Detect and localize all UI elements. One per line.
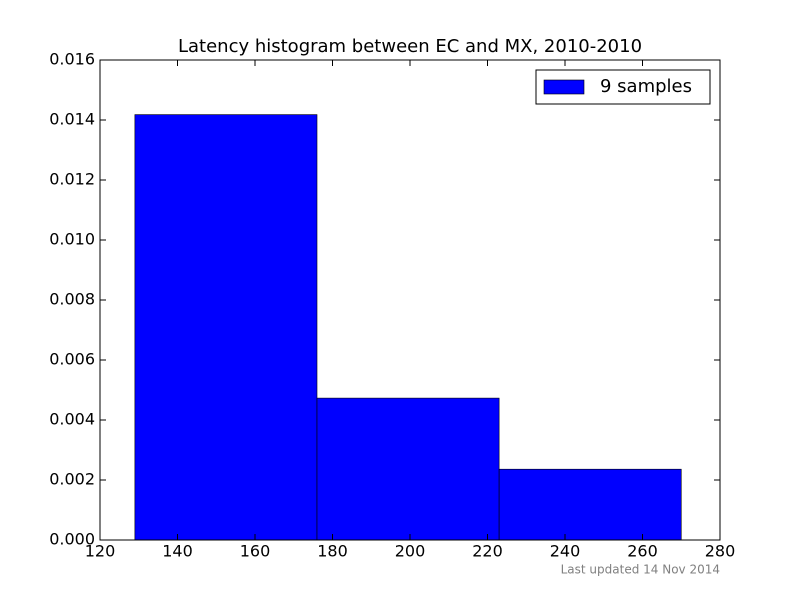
y-tick-label: 0.002 xyxy=(49,470,95,489)
x-tick-label: 160 xyxy=(240,542,271,561)
footer: Last updated 14 Nov 2014 xyxy=(561,563,720,577)
chart-title: Latency histogram between EC and MX, 201… xyxy=(178,36,642,57)
x-tick-label: 240 xyxy=(550,542,581,561)
y-tick-label: 0.012 xyxy=(49,170,95,189)
x-tick-label: 220 xyxy=(472,542,503,561)
x-tick-label: 280 xyxy=(705,542,736,561)
x-tick-label: 140 xyxy=(162,542,193,561)
y-tick-label: 0.008 xyxy=(49,290,95,309)
bar xyxy=(134,114,318,541)
bar xyxy=(316,397,500,541)
x-tick-label: 120 xyxy=(85,542,116,561)
y-tick-label: 0.000 xyxy=(49,530,95,549)
y-tick-label: 0.006 xyxy=(49,350,95,369)
y-tick-label: 0.014 xyxy=(49,110,95,129)
bar xyxy=(498,468,682,541)
x-tick-label: 180 xyxy=(317,542,348,561)
x-tick-label: 200 xyxy=(395,542,426,561)
legend-box xyxy=(535,69,711,105)
legend-label: 9 samples xyxy=(600,76,692,97)
y-tick-label: 0.016 xyxy=(49,50,95,69)
y-tick-label: 0.004 xyxy=(49,410,95,429)
y-tick-label: 0.010 xyxy=(49,230,95,249)
x-tick-label: 260 xyxy=(627,542,658,561)
legend-swatch xyxy=(543,79,585,95)
